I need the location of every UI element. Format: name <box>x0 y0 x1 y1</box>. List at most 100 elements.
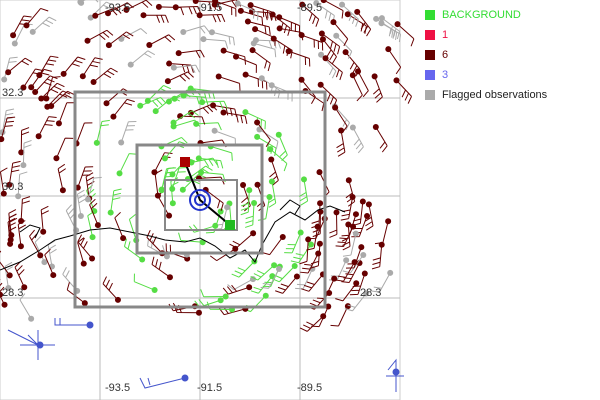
legend-label: Flagged observations <box>442 89 548 101</box>
station <box>354 8 361 15</box>
station <box>146 42 153 49</box>
wind-barb <box>63 56 86 75</box>
station <box>20 84 27 91</box>
wind-barb <box>146 229 163 254</box>
legend-swatch <box>425 90 435 100</box>
station <box>123 6 130 13</box>
station <box>164 78 171 85</box>
wind-barb <box>352 127 364 154</box>
wind-barb <box>38 116 57 137</box>
wind-barb <box>183 25 210 34</box>
station <box>79 73 86 80</box>
wind-barb <box>269 148 288 172</box>
wind-barb <box>120 120 137 143</box>
station <box>360 251 367 258</box>
station <box>44 103 51 110</box>
wind-barb <box>190 103 218 114</box>
station <box>275 131 282 138</box>
station <box>37 252 44 259</box>
station <box>269 273 276 280</box>
track <box>184 161 231 226</box>
wind-barb <box>34 236 45 263</box>
wind-barb <box>299 179 309 206</box>
station <box>120 235 127 242</box>
wind-barb <box>167 71 194 82</box>
station <box>169 200 176 207</box>
station <box>35 133 42 140</box>
wind-barb <box>58 102 75 124</box>
wind-barb <box>40 82 65 99</box>
station <box>212 222 219 229</box>
station <box>84 196 91 203</box>
station <box>315 250 322 257</box>
wind-barb <box>46 90 71 108</box>
wind-barb <box>121 28 148 40</box>
station <box>89 255 96 262</box>
wind-barb <box>252 49 271 72</box>
lat-label: 30.3 <box>2 181 23 193</box>
wind-barb <box>133 273 155 291</box>
station <box>330 19 337 26</box>
station <box>32 89 39 96</box>
station <box>393 77 400 84</box>
station <box>151 287 158 294</box>
wind-barb <box>171 167 188 190</box>
station <box>6 181 13 188</box>
station <box>371 73 378 80</box>
station <box>361 270 368 277</box>
legend-label: 6 <box>442 49 448 61</box>
station <box>172 4 179 11</box>
wind-barb <box>275 276 298 294</box>
wind-barb <box>77 166 94 188</box>
lon-label: -93.5 <box>105 382 130 394</box>
station <box>349 72 356 79</box>
station <box>105 10 112 17</box>
station <box>154 192 161 199</box>
station <box>81 300 88 307</box>
station <box>254 133 261 140</box>
wind-barb <box>182 173 207 191</box>
station <box>192 0 199 4</box>
legend-label: 3 <box>442 69 448 81</box>
wind-barb <box>123 238 143 260</box>
wind-barb <box>301 79 316 104</box>
station <box>139 256 146 263</box>
station <box>127 61 134 68</box>
station <box>179 186 186 193</box>
station <box>252 26 259 33</box>
wind-barb <box>273 38 293 59</box>
wind-barb <box>290 244 312 264</box>
wind-barb <box>237 3 259 21</box>
station <box>28 315 35 322</box>
station <box>1 76 8 83</box>
station <box>298 32 305 39</box>
wind-barb <box>32 16 57 33</box>
station <box>195 309 202 316</box>
wind-barb <box>55 137 74 159</box>
lat-label: 28.3 <box>2 287 23 299</box>
station <box>250 230 257 237</box>
station <box>0 136 5 143</box>
wind-barb <box>173 64 200 73</box>
wind-barb <box>22 139 32 166</box>
wind-barb <box>38 55 59 76</box>
station <box>338 127 345 134</box>
station <box>345 177 352 184</box>
wind-barb <box>196 122 222 131</box>
wind-barb <box>345 246 362 269</box>
wind-barb <box>374 221 389 245</box>
lat-label: 32.3 <box>2 87 23 99</box>
wind-barb <box>240 190 250 216</box>
wind-barb <box>341 4 359 27</box>
station <box>90 78 97 85</box>
station <box>344 303 351 310</box>
station <box>385 46 392 53</box>
wind-barb <box>306 226 319 251</box>
track-point <box>180 157 190 167</box>
inset-symbols <box>7 318 404 392</box>
station <box>385 218 392 225</box>
station <box>246 187 253 194</box>
wind-barb <box>352 201 364 226</box>
wind-barb <box>250 264 275 281</box>
station <box>180 29 187 36</box>
